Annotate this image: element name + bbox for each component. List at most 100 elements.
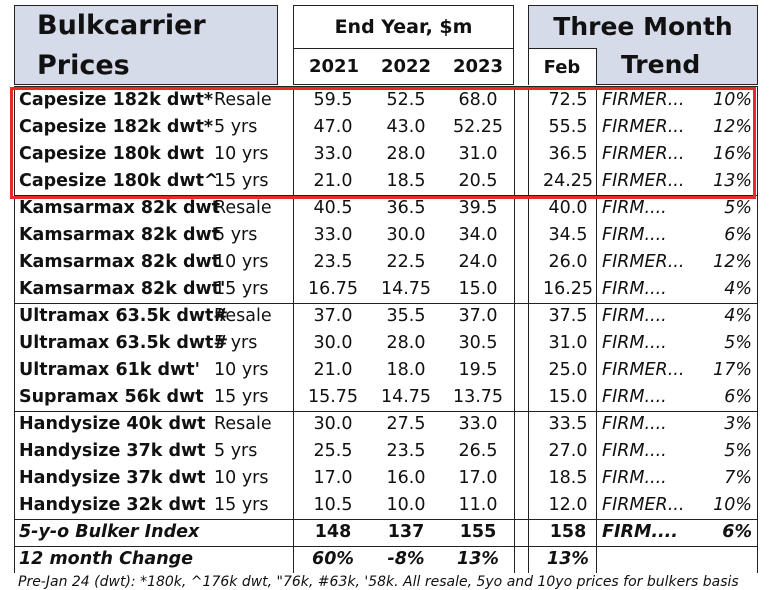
trend-percent: 4% xyxy=(724,279,752,299)
vessel-age: 15 yrs xyxy=(214,387,269,407)
price-2023: 52.25 xyxy=(452,117,504,137)
trend-percent: 12% xyxy=(713,252,752,272)
vessel-age: 10 yrs xyxy=(214,360,269,380)
price-2023: 26.5 xyxy=(458,441,498,461)
price-2021: 33.0 xyxy=(313,144,353,164)
price-2021: 59.5 xyxy=(313,90,353,110)
price-feb: 25.0 xyxy=(548,360,588,380)
index-2021: 148 xyxy=(314,522,352,542)
vessel-age: Resale xyxy=(214,90,272,110)
change-2022: -8% xyxy=(387,549,425,569)
price-2023: 34.0 xyxy=(458,225,498,245)
vessel-age: 5 yrs xyxy=(214,225,258,245)
trend-label: FIRM.... xyxy=(602,306,667,326)
trend-percent: 3% xyxy=(724,414,752,434)
col-divider-feb-right xyxy=(596,86,597,573)
price-2021: 21.0 xyxy=(313,360,353,380)
vessel-name: Handysize 37k dwt xyxy=(19,441,206,461)
table-row: Handysize 32k dwt 15 yrs 10.5 10.0 11.0 12.0 F… xyxy=(14,492,758,519)
price-2022: 28.0 xyxy=(386,144,426,164)
price-feb: 27.0 xyxy=(548,441,588,461)
trend-label: FIRMER... xyxy=(602,360,685,380)
group-divider-index xyxy=(14,519,758,520)
price-feb: 26.0 xyxy=(548,252,588,272)
price-2023: 33.0 xyxy=(458,414,498,434)
trend-label: FIRM.... xyxy=(602,414,667,434)
table-row: Ultramax 63.5k dwt# 5 yrs 30.0 28.0 30.5 31.0… xyxy=(14,330,758,357)
trend-label: FIRMER... xyxy=(602,90,685,110)
vessel-name: Handysize 37k dwt xyxy=(19,468,206,488)
table-row: Capesize 180k dwt^ 15 yrs 21.0 18.5 20.5 24.2… xyxy=(14,168,758,195)
year-2023-header: 2023 xyxy=(452,56,504,77)
price-2023: 19.5 xyxy=(458,360,498,380)
table-row: Ultramax 61k dwt' 10 yrs 21.0 18.0 19.5 25.0 F… xyxy=(14,357,758,384)
price-2023: 11.0 xyxy=(458,495,498,515)
trend-percent: 6% xyxy=(724,225,752,245)
price-feb: 31.0 xyxy=(548,333,588,353)
table-title-line2: Prices xyxy=(37,50,130,81)
price-2023: 15.0 xyxy=(458,279,498,299)
table-row: Kamsarmax 82k dwt 10 yrs 23.5 22.5 24.0 26.0 F… xyxy=(14,249,758,276)
vessel-name: Kamsarmax 82k dwt xyxy=(19,198,221,218)
price-2022: 22.5 xyxy=(386,252,426,272)
price-2021: 30.0 xyxy=(313,414,353,434)
vessel-name: Kamsarmax 82k dwt xyxy=(19,252,221,272)
price-2021: 21.0 xyxy=(313,171,353,191)
vessel-age: 5 yrs xyxy=(214,441,258,461)
group-divider-kamsarmax xyxy=(14,195,758,196)
vessel-name: Ultramax 63.5k dwt# xyxy=(19,306,229,326)
price-2021: 37.0 xyxy=(313,306,353,326)
index-2023: 155 xyxy=(459,522,497,542)
price-feb: 40.0 xyxy=(548,198,588,218)
price-2021: 25.5 xyxy=(313,441,353,461)
price-feb: 18.5 xyxy=(548,468,588,488)
price-2021: 15.75 xyxy=(307,387,359,407)
vessel-age: 5 yrs xyxy=(214,117,258,137)
trend-percent: 10% xyxy=(713,90,752,110)
twelve-month-change-row: 12 month Change 60% -8% 13% 13% xyxy=(14,546,758,573)
price-2021: 10.5 xyxy=(313,495,353,515)
price-2022: 27.5 xyxy=(386,414,426,434)
vessel-age: 15 yrs xyxy=(214,279,269,299)
trend-label: FIRM.... xyxy=(602,387,667,407)
vessel-name: Capesize 180k dwt^ xyxy=(19,171,219,191)
vessel-name: Handysize 32k dwt xyxy=(19,495,206,515)
vessel-name: Ultramax 63.5k dwt# xyxy=(19,333,229,353)
vessel-age: 10 yrs xyxy=(214,252,269,272)
footnote: Pre-Jan 24 (dwt): *180k, ^176k dwt, "76k… xyxy=(18,574,739,590)
trend-label: FIRMER... xyxy=(602,117,685,137)
vessel-name: Kamsarmax 82k dwt xyxy=(19,225,221,245)
vessel-name: Supramax 56k dwt xyxy=(19,387,204,407)
trend-label: FIRM.... xyxy=(602,279,667,299)
price-2022: 14.75 xyxy=(380,387,432,407)
trend-label: FIRMER... xyxy=(602,144,685,164)
index-trend: FIRM.... xyxy=(602,522,678,542)
price-feb: 15.0 xyxy=(548,387,588,407)
table-row: Supramax 56k dwt 15 yrs 15.75 14.75 13.75 15.… xyxy=(14,384,758,411)
three-month-label: Three Month xyxy=(553,12,733,41)
trend-percent: 6% xyxy=(724,387,752,407)
price-2022: 10.0 xyxy=(386,495,426,515)
vessel-age: Resale xyxy=(214,198,272,218)
price-2021: 33.0 xyxy=(313,225,353,245)
index-row-label: 5-y-o Bulker Index xyxy=(19,522,200,542)
price-2022: 30.0 xyxy=(386,225,426,245)
table-row: Kamsarmax 82k dwt' 15 yrs 16.75 14.75 15.0 16… xyxy=(14,276,758,303)
table-body xyxy=(14,86,758,573)
table-row: Kamsarmax 82k dwt 5 yrs 33.0 30.0 34.0 34.5 FI… xyxy=(14,222,758,249)
group-divider-handysize xyxy=(14,411,758,412)
price-feb: 36.5 xyxy=(548,144,588,164)
trend-percent: 7% xyxy=(724,468,752,488)
price-2023: 31.0 xyxy=(458,144,498,164)
vessel-age: Resale xyxy=(214,306,272,326)
price-feb: 72.5 xyxy=(548,90,588,110)
price-feb: 37.5 xyxy=(548,306,588,326)
price-2021: 47.0 xyxy=(313,117,353,137)
price-2022: 35.5 xyxy=(386,306,426,326)
trend-label: FIRMER... xyxy=(602,171,685,191)
vessel-name: Capesize 180k dwt xyxy=(19,144,204,164)
change-2023: 13% xyxy=(457,549,499,569)
table-title-line1: Bulkcarrier xyxy=(37,10,206,41)
col-divider-feb-left xyxy=(528,86,529,573)
trend-percent: 4% xyxy=(724,306,752,326)
